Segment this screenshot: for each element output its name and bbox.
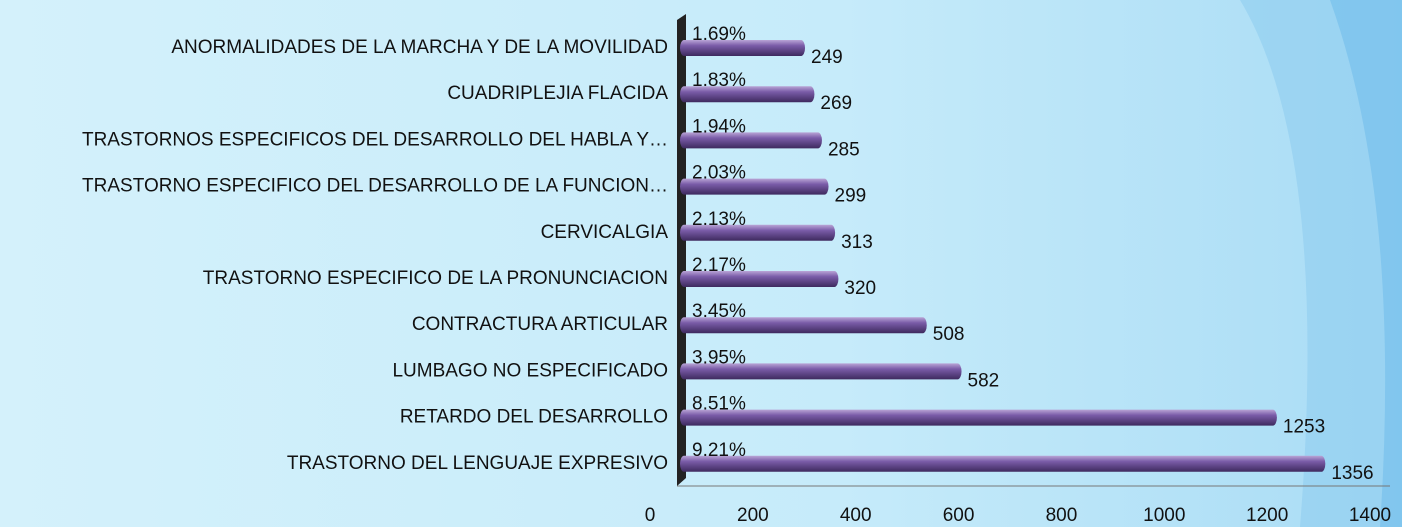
- percent-label: 1.69%: [692, 24, 746, 45]
- y-tick-label: TRASTORNO ESPECIFICO DE LA PRONUNCIACION: [203, 268, 668, 289]
- swoosh: [1240, 0, 1402, 527]
- value-label: 1253: [1283, 417, 1325, 438]
- value-label: 582: [968, 370, 1000, 391]
- percent-label: 2.03%: [692, 163, 746, 184]
- y-tick-label: RETARDO DEL DESARROLLO: [400, 407, 668, 428]
- percent-label: 8.51%: [692, 394, 746, 415]
- percent-label: 2.17%: [692, 255, 746, 276]
- bar: [680, 317, 927, 334]
- value-label: 299: [835, 186, 867, 207]
- bar: [680, 363, 962, 380]
- x-tick-label: 1200: [1246, 505, 1288, 526]
- value-label: 249: [811, 47, 843, 68]
- y-tick-label: CONTRACTURA ARTICULAR: [412, 314, 668, 335]
- y-tick-label: LUMBAGO NO ESPECIFICADO: [392, 360, 668, 381]
- y-tick-label: ANORMALIDADES DE LA MARCHA Y DE LA MOVIL…: [171, 37, 668, 58]
- value-label: 269: [820, 93, 852, 114]
- x-tick-label: 1400: [1349, 505, 1391, 526]
- value-label: 1356: [1331, 463, 1373, 484]
- bar: [680, 132, 822, 149]
- bar: [680, 224, 836, 241]
- y-tick-label: CUADRIPLEJIA FLACIDA: [447, 83, 668, 104]
- y-tick-label: CERVICALGIA: [541, 222, 669, 243]
- percent-label: 3.45%: [692, 301, 746, 322]
- percent-label: 3.95%: [692, 347, 746, 368]
- swoosh: [1330, 0, 1402, 527]
- x-tick-label: 1000: [1143, 505, 1185, 526]
- bar: [680, 271, 839, 287]
- x-tick-label: 600: [943, 505, 975, 526]
- value-label: 508: [933, 324, 965, 345]
- bar: [680, 455, 1326, 472]
- percent-label: 9.21%: [692, 440, 746, 461]
- bar: [680, 86, 815, 103]
- x-tick-label: 800: [1046, 505, 1078, 526]
- y-tick-label: TRASTORNO ESPECIFICO DEL DESARROLLO DE L…: [82, 176, 668, 197]
- value-label: 313: [841, 232, 873, 253]
- percent-label: 1.94%: [692, 116, 746, 137]
- value-label: 285: [828, 139, 860, 160]
- x-tick-label: 0: [645, 505, 656, 526]
- percent-label: 2.13%: [692, 209, 746, 230]
- x-tick-label: 200: [737, 505, 769, 526]
- y-tick-label: TRASTORNO DEL LENGUAJE EXPRESIVO: [287, 453, 668, 474]
- bar: [680, 409, 1277, 426]
- bar: [680, 178, 829, 195]
- bar: [680, 40, 806, 56]
- percent-label: 1.83%: [692, 70, 746, 91]
- x-tick-label: 400: [840, 505, 872, 526]
- value-label: 320: [844, 278, 876, 299]
- y-tick-label: TRASTORNOS ESPECIFICOS DEL DESARROLLO DE…: [82, 129, 668, 150]
